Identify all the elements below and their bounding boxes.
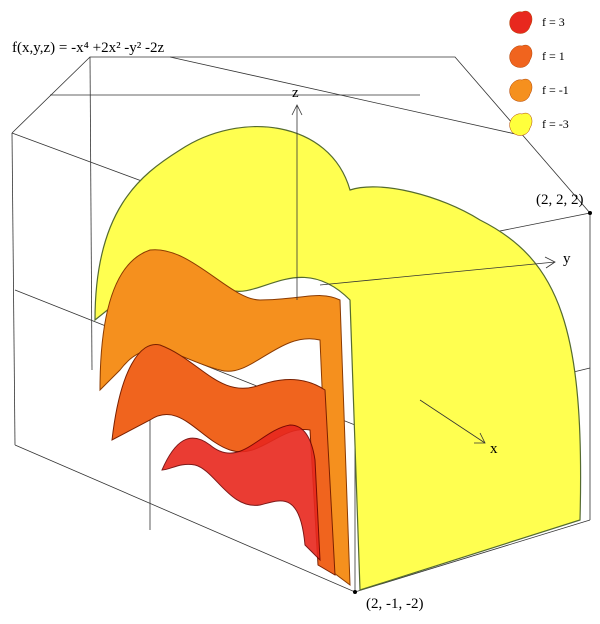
level-surfaces <box>94 126 582 591</box>
legend-swatch <box>509 10 533 34</box>
formula: f(x,y,z) = -x⁴ +2x² -y² -2z <box>12 40 165 56</box>
legend-swatch <box>509 78 533 102</box>
point <box>353 590 357 594</box>
axis-label: y <box>563 251 571 267</box>
point <box>588 211 592 215</box>
surface-f-3 <box>161 424 321 562</box>
legend-label: f = -1 <box>542 83 569 97</box>
surface-f-1 <box>111 343 336 576</box>
legend-swatch <box>509 112 533 136</box>
legend-label: f = 1 <box>542 49 565 63</box>
axis-label: x <box>490 441 498 457</box>
axes <box>291 104 556 444</box>
point-label: (2, -1, -2) <box>366 596 423 612</box>
legend-label: f = -3 <box>542 117 569 131</box>
axis-label: z <box>292 85 299 101</box>
surface-f-minus-1 <box>99 249 351 587</box>
legend-swatch <box>509 44 533 68</box>
point-label: (2, 2, 2) <box>536 192 584 208</box>
legend-label: f = 3 <box>542 15 565 29</box>
legend: f = 3 f = 1 f = -1 f = -3 <box>509 10 569 136</box>
